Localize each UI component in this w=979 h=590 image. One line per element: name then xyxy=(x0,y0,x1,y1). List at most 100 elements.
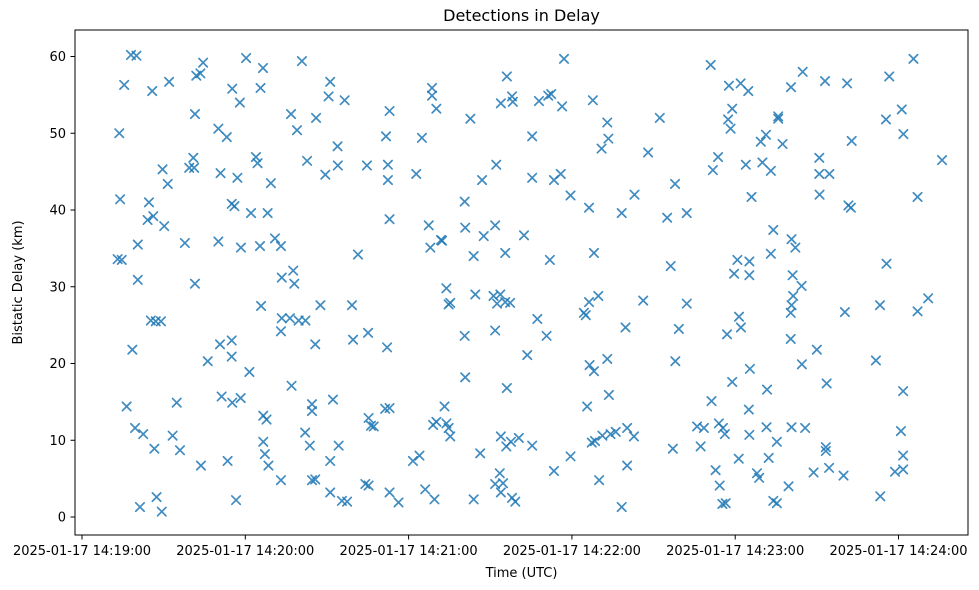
x-marker xyxy=(808,467,819,478)
x-marker xyxy=(245,208,257,219)
x-marker xyxy=(384,487,395,498)
x-marker xyxy=(786,234,797,245)
x-marker xyxy=(116,254,127,265)
x-marker xyxy=(241,52,252,64)
x-marker xyxy=(179,237,190,249)
x-marker xyxy=(548,465,559,476)
x-marker xyxy=(368,421,379,432)
x-marker xyxy=(500,247,511,259)
x-marker xyxy=(495,289,506,300)
x-marker xyxy=(157,164,168,175)
x-marker xyxy=(898,464,909,475)
x-marker xyxy=(757,157,768,168)
y-tick-label: 0 xyxy=(58,511,66,526)
x-marker xyxy=(232,172,243,183)
x-marker xyxy=(261,414,272,425)
x-marker xyxy=(765,165,776,176)
x-marker xyxy=(777,138,788,150)
x-marker xyxy=(269,233,281,244)
x-marker xyxy=(681,298,692,309)
x-marker xyxy=(546,89,557,100)
x-marker xyxy=(226,335,237,346)
x-marker xyxy=(797,66,808,77)
x-marker xyxy=(255,82,266,94)
x-marker xyxy=(288,265,299,276)
x-marker xyxy=(763,452,774,463)
x-marker xyxy=(339,95,350,106)
x-marker xyxy=(300,427,311,438)
x-marker xyxy=(533,95,545,107)
x-marker xyxy=(468,494,479,505)
x-marker xyxy=(213,123,224,134)
x-marker xyxy=(643,147,654,158)
x-marker xyxy=(583,202,595,213)
x-marker xyxy=(227,397,238,408)
x-marker xyxy=(936,155,948,166)
x-marker xyxy=(723,114,734,125)
x-marker xyxy=(565,451,576,462)
x-marker xyxy=(162,178,173,189)
x-marker xyxy=(541,330,552,341)
x-marker xyxy=(814,152,825,163)
x-marker xyxy=(824,168,835,179)
x-marker xyxy=(786,422,797,433)
x-marker xyxy=(597,430,608,441)
x-marker xyxy=(306,406,318,417)
x-marker xyxy=(824,462,835,473)
y-axis-label: Bistatic Delay (km) xyxy=(11,220,26,344)
x-marker xyxy=(898,128,909,140)
x-marker xyxy=(814,168,825,179)
x-marker xyxy=(522,350,533,361)
x-marker xyxy=(744,270,755,281)
x-marker xyxy=(426,90,438,101)
x-marker xyxy=(842,78,853,89)
x-marker xyxy=(216,391,227,402)
x-marker xyxy=(226,198,237,209)
x-marker xyxy=(202,356,213,367)
x-marker xyxy=(275,475,287,486)
x-marker xyxy=(325,487,336,498)
x-marker xyxy=(760,129,772,140)
x-marker xyxy=(584,359,595,371)
x-marker xyxy=(727,103,738,114)
x-marker xyxy=(325,455,336,467)
x-marker xyxy=(477,175,488,186)
x-marker xyxy=(439,401,450,412)
x-marker xyxy=(414,450,425,461)
x-marker xyxy=(761,422,772,433)
x-marker xyxy=(478,231,489,242)
x-marker xyxy=(222,455,233,467)
x-marker xyxy=(723,80,734,91)
x-marker xyxy=(870,355,881,366)
x-marker xyxy=(258,436,269,447)
x-marker xyxy=(276,272,287,283)
x-marker xyxy=(622,460,633,471)
x-marker xyxy=(167,430,178,441)
x-marker xyxy=(429,494,440,505)
x-marker xyxy=(596,143,607,154)
x-marker xyxy=(431,103,442,114)
x-marker xyxy=(743,85,754,97)
x-marker xyxy=(629,189,640,200)
x-marker xyxy=(437,235,448,246)
x-axis-label: Time (UTC) xyxy=(485,566,558,581)
x-marker xyxy=(761,384,773,395)
x-marker xyxy=(147,85,158,97)
x-marker xyxy=(333,440,344,451)
x-marker xyxy=(814,189,825,200)
x-marker xyxy=(362,327,374,338)
x-marker xyxy=(198,57,209,68)
x-marker xyxy=(130,422,141,434)
x-tick-label: 2025-01-17 14:22:00 xyxy=(503,544,641,559)
x-marker xyxy=(332,141,343,152)
x-marker xyxy=(583,297,595,308)
x-marker xyxy=(746,191,757,203)
x-marker xyxy=(265,178,276,189)
x-marker xyxy=(275,241,287,252)
x-marker xyxy=(603,133,614,144)
x-marker xyxy=(275,326,287,337)
x-marker xyxy=(589,435,601,447)
x-marker xyxy=(460,222,471,233)
x-marker xyxy=(443,422,454,434)
